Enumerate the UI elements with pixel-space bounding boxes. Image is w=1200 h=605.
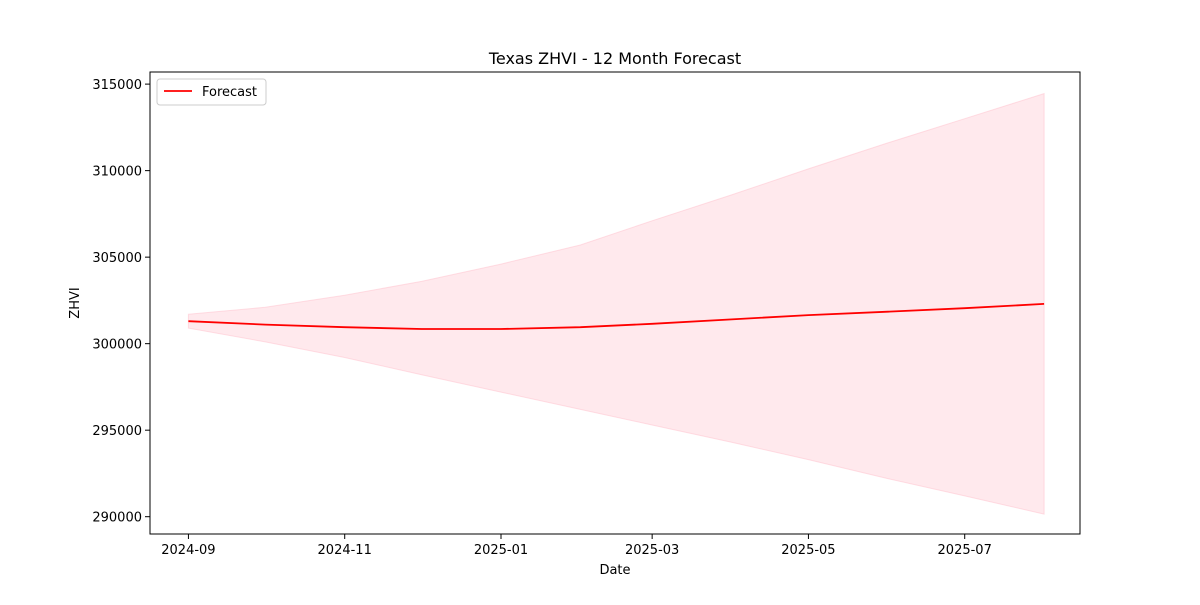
x-axis: 2024-09 2024-11 2025-01 2025-03 2025-05 2025-… — [161, 534, 992, 558]
x-tick-label: 2025-05 — [781, 543, 835, 558]
confidence-band-layer — [188, 94, 1044, 514]
y-tick-label: 295000 — [92, 424, 142, 439]
legend-label-forecast: Forecast — [202, 85, 257, 100]
x-tick-label: 2025-07 — [938, 543, 992, 558]
y-tick-label: 310000 — [92, 165, 142, 180]
x-tick-label: 2025-01 — [474, 543, 528, 558]
x-tick-label: 2024-09 — [161, 543, 215, 558]
y-axis: 290000 295000 300000 305000 310000 315000 — [92, 78, 150, 526]
y-tick-label: 300000 — [92, 338, 142, 353]
y-tick-label: 315000 — [92, 78, 142, 93]
legend: Forecast — [157, 79, 266, 105]
y-axis-label: ZHVI — [68, 287, 83, 318]
x-tick-label: 2025-03 — [625, 543, 679, 558]
confidence-band — [188, 94, 1044, 514]
y-tick-label: 305000 — [92, 251, 142, 266]
x-tick-label: 2024-11 — [318, 543, 372, 558]
chart-title: Texas ZHVI - 12 Month Forecast — [488, 49, 741, 68]
x-axis-label: Date — [599, 563, 630, 578]
y-tick-label: 290000 — [92, 511, 142, 526]
